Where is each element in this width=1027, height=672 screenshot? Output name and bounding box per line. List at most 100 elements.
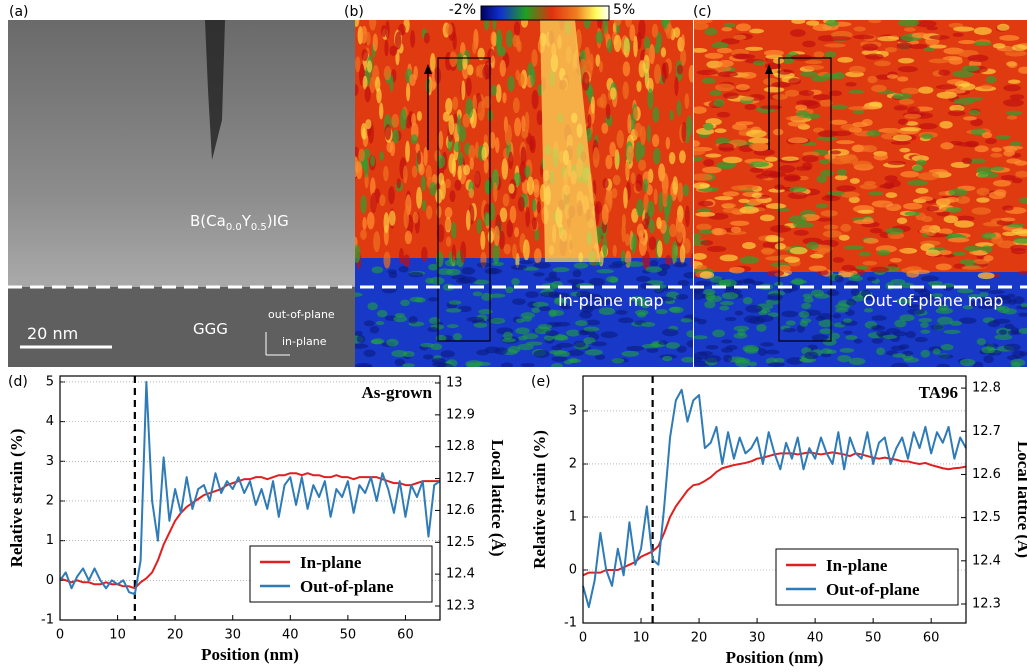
- texture: [871, 84, 887, 93]
- texture: [876, 347, 885, 356]
- texture: [739, 206, 760, 214]
- texture: [920, 275, 939, 282]
- texture: [899, 147, 911, 153]
- x-tick-label: 0: [56, 628, 64, 643]
- texture: [829, 119, 848, 125]
- texture: [436, 205, 442, 219]
- texture: [717, 60, 734, 68]
- texture: [936, 363, 950, 367]
- texture: [623, 186, 628, 209]
- texture: [752, 60, 766, 66]
- texture: [948, 188, 968, 197]
- texture: [572, 269, 582, 278]
- texture: [520, 312, 535, 319]
- texture: [786, 357, 804, 365]
- texture: [938, 69, 951, 76]
- texture: [793, 221, 814, 229]
- texture: [781, 310, 798, 318]
- texture: [444, 218, 452, 231]
- texture: [363, 320, 375, 327]
- texture: [926, 26, 939, 31]
- texture: [502, 193, 510, 207]
- series-line: [59, 380, 441, 596]
- texture: [718, 142, 734, 151]
- texture: [590, 96, 595, 114]
- texture: [871, 315, 887, 321]
- texture: [694, 20, 713, 24]
- text: )IG: [267, 212, 289, 230]
- texture: [1018, 270, 1027, 275]
- texture: [579, 310, 593, 319]
- texture: [1009, 141, 1022, 147]
- texture: [719, 254, 738, 262]
- texture: [862, 145, 877, 153]
- texture: [961, 265, 982, 270]
- texture: [627, 113, 632, 134]
- texture: [938, 228, 953, 235]
- substrate-label: GGG: [193, 320, 228, 338]
- texture: [828, 90, 843, 97]
- texture: [435, 334, 447, 342]
- texture: [499, 59, 507, 77]
- texture: [483, 20, 490, 31]
- y-tick-label: 4: [46, 414, 54, 429]
- texture: [970, 128, 986, 136]
- texture: [673, 27, 681, 38]
- x-tick-label: 40: [282, 628, 299, 643]
- y2-tick-label: 12.5: [446, 535, 475, 550]
- texture: [647, 88, 654, 110]
- texture: [837, 56, 854, 63]
- texture: [402, 165, 408, 184]
- texture: [848, 89, 865, 95]
- texture: [718, 279, 737, 287]
- texture: [857, 209, 875, 214]
- texture: [472, 94, 478, 113]
- texture: [618, 317, 634, 324]
- texture: [448, 153, 456, 174]
- texture: [843, 245, 865, 250]
- texture: [918, 318, 933, 323]
- texture: [596, 297, 613, 305]
- texture: [437, 154, 446, 169]
- texture: [705, 153, 722, 158]
- texture: [362, 217, 367, 230]
- texture: [868, 101, 882, 107]
- texture: [629, 296, 645, 302]
- texture: [902, 202, 923, 210]
- texture: [558, 303, 568, 309]
- texture: [987, 320, 1000, 328]
- texture: [798, 90, 815, 96]
- texture: [375, 321, 385, 326]
- legend-label: Out-of-plane: [300, 577, 394, 596]
- texture: [461, 267, 476, 275]
- texture: [853, 338, 863, 344]
- texture: [420, 343, 435, 348]
- texture: [371, 266, 384, 274]
- texture: [1006, 115, 1018, 120]
- texture: [907, 304, 920, 309]
- texture: [884, 175, 898, 182]
- texture: [356, 335, 366, 343]
- texture: [638, 159, 647, 171]
- texture: [813, 51, 825, 58]
- texture: [502, 331, 513, 340]
- texture: [1011, 247, 1027, 255]
- texture: [1012, 350, 1025, 359]
- texture: [658, 340, 668, 345]
- texture: [788, 186, 807, 193]
- x-axis-label: Position (nm): [201, 645, 299, 664]
- texture: [834, 308, 849, 313]
- texture: [588, 277, 605, 286]
- texture: [959, 358, 976, 367]
- texture: [704, 52, 724, 59]
- texture: [803, 64, 825, 70]
- map-caption: In-plane map: [558, 291, 664, 310]
- texture: [813, 94, 832, 101]
- texture: [508, 183, 515, 194]
- texture: [414, 297, 426, 303]
- texture: [605, 103, 611, 120]
- x-tick-label: 20: [167, 628, 184, 643]
- texture: [1003, 150, 1015, 157]
- texture: [961, 157, 973, 165]
- texture: [1003, 343, 1021, 351]
